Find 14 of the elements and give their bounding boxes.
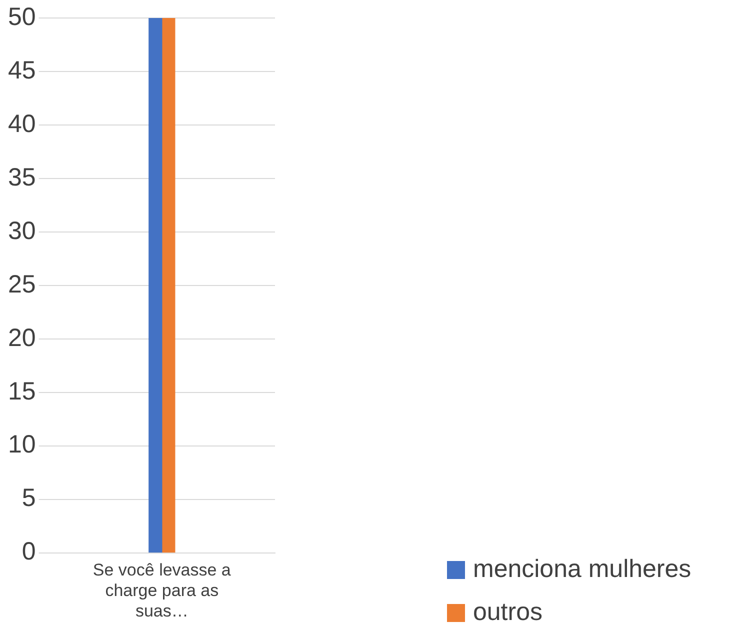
y-tick-label: 45 (8, 56, 36, 84)
x-tick-label: Se você levasse a charge para as suas… (92, 560, 232, 620)
y-tick-label: 30 (8, 216, 36, 245)
y-tick-label: 20 (8, 324, 36, 352)
y-tick-label: 40 (8, 110, 36, 138)
y-tick-label: 50 (8, 2, 36, 31)
y-tick-label: 5 (22, 484, 36, 512)
legend-label: outros (473, 598, 542, 627)
y-tick-label: 10 (8, 430, 36, 459)
legend-label: menciona mulheres (473, 555, 692, 584)
y-tick-label: 0 (22, 538, 36, 566)
y-tick-label: 25 (8, 270, 36, 298)
y-tick-label: 35 (8, 163, 36, 192)
y-tick-label: 15 (8, 377, 36, 406)
